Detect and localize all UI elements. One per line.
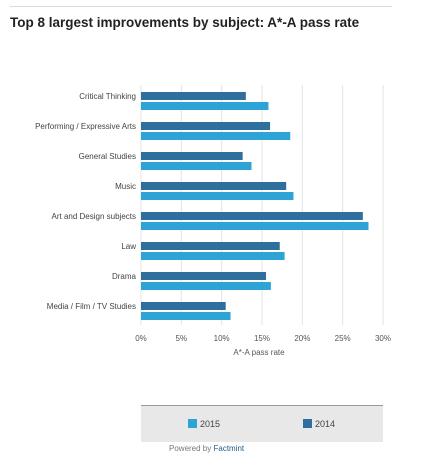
- x-tick-label: 5%: [176, 334, 188, 343]
- bar-2014-0: [141, 92, 246, 100]
- x-tick-label: 15%: [254, 334, 270, 343]
- x-tick-label: 0%: [135, 334, 147, 343]
- x-axis-label: A*-A pass rate: [233, 348, 285, 357]
- x-tick-label: 10%: [214, 334, 230, 343]
- bar-2015-0: [141, 102, 269, 110]
- legend-item-2015[interactable]: 2015: [188, 419, 220, 429]
- bar-2014-5: [141, 242, 280, 250]
- legend-item-2014[interactable]: 2014: [303, 419, 335, 429]
- category-label: Law: [121, 242, 136, 251]
- category-label: Drama: [112, 272, 137, 281]
- bar-2015-1: [141, 132, 291, 140]
- legend-swatch-2015: [188, 419, 197, 428]
- chart-title: Top 8 largest improvements by subject: A…: [10, 15, 360, 30]
- factmint-brand: Factmint: [213, 444, 245, 453]
- category-label: Performing / Expressive Arts: [35, 122, 136, 131]
- bar-2015-3: [141, 192, 294, 200]
- category-label: Critical Thinking: [79, 92, 136, 101]
- x-tick-label: 30%: [375, 334, 391, 343]
- bar-2014-1: [141, 122, 271, 130]
- x-tick-label: 25%: [335, 334, 351, 343]
- legend-label-2014: 2014: [315, 419, 336, 429]
- bar-2014-3: [141, 182, 287, 190]
- bar-2015-7: [141, 312, 231, 320]
- category-label: Media / Film / TV Studies: [47, 302, 136, 311]
- bar-2014-6: [141, 272, 267, 280]
- bar-2015-5: [141, 252, 285, 260]
- bar-2015-4: [141, 222, 369, 230]
- bar-2014-4: [141, 212, 363, 220]
- bar-chart: 0% 5% 10% 15% 20% 25% 30% A*-A pass rate Critica…: [35, 85, 391, 357]
- bar-2014-2: [141, 152, 243, 160]
- legend: 2015 2014: [141, 405, 383, 442]
- bar-2015-2: [141, 162, 252, 170]
- x-tick-label: 20%: [294, 334, 310, 343]
- category-label: General Studies: [79, 152, 136, 161]
- top-divider: [10, 6, 392, 7]
- category-label: Music: [115, 182, 136, 191]
- legend-label-2015: 2015: [200, 419, 221, 429]
- bar-2015-6: [141, 282, 271, 290]
- legend-swatch-2014: [303, 419, 312, 428]
- powered-by[interactable]: Powered by Factmint: [169, 444, 245, 453]
- category-label: Art and Design subjects: [52, 212, 137, 221]
- bar-2014-7: [141, 302, 226, 310]
